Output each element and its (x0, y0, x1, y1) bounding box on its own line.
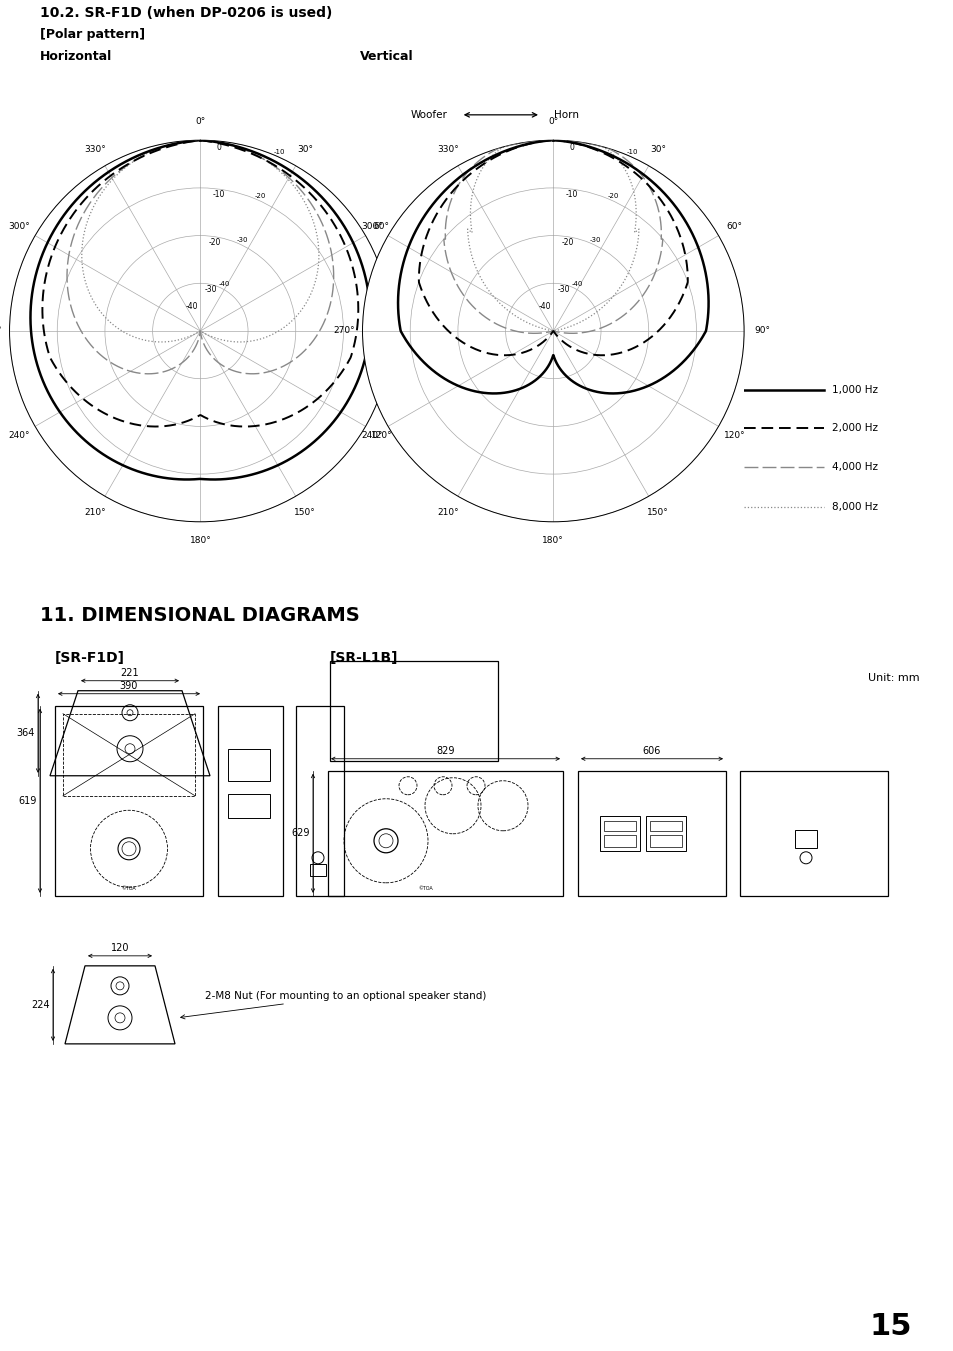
Bar (603, 821, 636, 831)
Bar (578, 771, 725, 896)
Bar (649, 835, 681, 847)
Text: 2-M8 Nut (For mounting to an optional speaker stand): 2-M8 Nut (For mounting to an optional sp… (180, 990, 486, 1019)
Text: -10: -10 (565, 190, 578, 200)
Bar (310, 863, 326, 875)
Text: 0: 0 (569, 143, 574, 151)
Text: 606: 606 (642, 746, 660, 755)
Bar (228, 748, 270, 781)
Bar (649, 821, 681, 831)
Bar (328, 771, 562, 896)
Text: 2,000 Hz: 2,000 Hz (831, 423, 878, 434)
Text: -30: -30 (204, 285, 216, 295)
Text: [Polar pattern]: [Polar pattern] (40, 28, 145, 41)
Bar (55, 705, 203, 896)
Bar (599, 816, 639, 851)
Text: 8,000 Hz: 8,000 Hz (831, 503, 878, 512)
Text: 15: 15 (868, 1312, 911, 1342)
Text: 224: 224 (31, 1000, 50, 1009)
Bar (228, 794, 270, 817)
Text: -20: -20 (561, 238, 574, 247)
Text: 4,000 Hz: 4,000 Hz (831, 462, 878, 471)
Text: 1,000 Hz: 1,000 Hz (831, 385, 878, 394)
Text: [SR-F1D]: [SR-F1D] (55, 651, 125, 665)
Text: 629: 629 (292, 828, 310, 838)
Bar (645, 816, 685, 851)
Bar (603, 835, 636, 847)
Text: Horizontal: Horizontal (40, 50, 112, 63)
Text: ©TOA: ©TOA (121, 886, 136, 890)
Bar (295, 705, 344, 896)
Text: -20: -20 (209, 238, 221, 247)
Text: -40: -40 (186, 301, 198, 311)
Text: 829: 829 (436, 746, 455, 755)
Text: 0: 0 (216, 143, 221, 151)
Text: ©TOA: ©TOA (417, 886, 433, 890)
Text: -10: -10 (213, 190, 225, 200)
Text: Horn: Horn (554, 109, 578, 120)
Text: 221: 221 (121, 667, 139, 678)
Text: [SR-L1B]: [SR-L1B] (330, 651, 398, 665)
Bar (218, 705, 283, 896)
Text: -40: -40 (538, 301, 551, 311)
Text: 120: 120 (111, 943, 129, 952)
Bar (63, 713, 194, 796)
Text: 390: 390 (120, 681, 138, 690)
Text: 364: 364 (16, 728, 35, 738)
Text: 10.2. SR-F1D (when DP-0206 is used): 10.2. SR-F1D (when DP-0206 is used) (40, 5, 332, 20)
Bar (330, 661, 497, 761)
Bar (740, 771, 887, 896)
Text: Vertical: Vertical (359, 50, 414, 63)
Text: 11. DIMENSIONAL DIAGRAMS: 11. DIMENSIONAL DIAGRAMS (40, 605, 359, 624)
Bar (794, 830, 816, 848)
Text: -30: -30 (557, 285, 569, 295)
Text: 619: 619 (19, 796, 37, 805)
Text: Unit: mm: Unit: mm (867, 673, 919, 682)
Text: Woofer: Woofer (410, 109, 447, 120)
